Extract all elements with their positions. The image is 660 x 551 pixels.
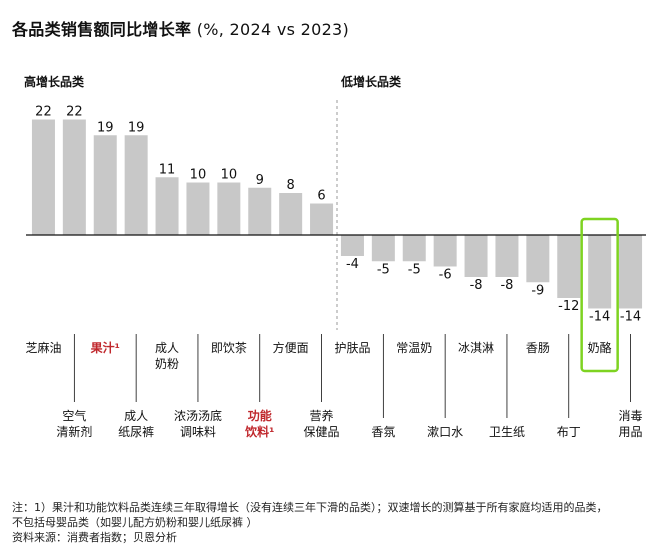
bar-chart: 高增长品类 低增长品类 22 22 19 19 11 10 10 9 8 6 -4 -5 -5 -6 -8 -8 -… (24, 74, 646, 439)
category-label: 消毒 (619, 409, 643, 423)
highlight-box (580, 217, 619, 373)
footnote: 注：1）果汁和功能饮料品类连续三年取得增长（没有连续三年下滑的品类）；双速增长的… (12, 500, 608, 545)
bar-value-label: 11 (159, 162, 176, 177)
bar (464, 235, 488, 277)
bar-value-label: 19 (128, 120, 145, 135)
bar-value-label: -14 (589, 310, 610, 325)
bar (31, 119, 55, 235)
bar (526, 235, 550, 283)
bar (279, 193, 303, 235)
category-label: 营养 (310, 408, 334, 423)
category-label: 布丁 (557, 425, 581, 439)
bar-value-label: -9 (531, 283, 544, 298)
category-label: 漱口水 (427, 425, 463, 439)
bar-value-label: -8 (470, 278, 483, 293)
bar-value-label: -14 (620, 310, 641, 325)
category-label: 清新剂 (56, 424, 92, 439)
category-label: 用品 (619, 425, 643, 439)
bar-value-label: 22 (66, 105, 83, 120)
footnote-line-3: 资料来源：消费者指数；贝恩分析 (12, 531, 177, 544)
category-label: 奶粉 (155, 357, 179, 371)
category-label: 空气 (62, 408, 86, 423)
bar (588, 235, 612, 309)
bar (402, 235, 426, 262)
bar (310, 203, 334, 235)
bar-value-label: -5 (408, 262, 421, 277)
group-label-high: 高增长品类 (24, 74, 85, 89)
category-label: 饮料¹ (244, 424, 274, 439)
bar-value-label: 10 (190, 168, 207, 183)
bar-value-label: 9 (256, 173, 264, 188)
chart-title-units: (%, 2024 vs 2023) (191, 20, 350, 39)
bar (433, 235, 457, 267)
category-label: 香肠 (526, 341, 550, 355)
bar-value-label: 22 (35, 105, 52, 120)
bar-value-label: -4 (346, 257, 359, 272)
category-label: 香氛 (371, 425, 395, 439)
category-label: 成人 (155, 341, 179, 355)
category-label: 卫生纸 (489, 425, 525, 439)
chart-title-main: 各品类销售额同比增长率 (12, 20, 192, 39)
category-label: 护肤品 (334, 340, 370, 355)
bar (557, 235, 581, 298)
bar-value-label: -8 (500, 278, 513, 293)
category-label: 调味料 (180, 425, 216, 439)
bar (62, 119, 86, 235)
category-label: 常温奶 (396, 341, 432, 355)
category-label: 功能 (248, 408, 272, 423)
bar-value-label: 10 (221, 168, 238, 183)
chart-title: 各品类销售额同比增长率 (%, 2024 vs 2023) (12, 16, 349, 40)
category-label: 浓汤汤底 (174, 408, 222, 423)
category-label: 果汁¹ (90, 340, 120, 355)
bar-value-label: -5 (377, 262, 390, 277)
group-label-low: 低增长品类 (340, 74, 402, 89)
bar (155, 177, 179, 235)
category-label: 方便面 (273, 340, 309, 355)
footnote-line-2: 不包括母婴品类（如婴儿配方奶粉和婴儿纸尿裤 ） (12, 516, 258, 529)
category-label: 即饮茶 (211, 340, 247, 355)
category-label: 保健品 (304, 425, 340, 439)
bar-value-label: 8 (287, 178, 295, 193)
category-label: 奶酪 (588, 340, 612, 355)
category-label: 纸尿裤 (118, 425, 154, 439)
bar (495, 235, 519, 277)
bar (619, 235, 643, 309)
category-label: 成人 (124, 409, 148, 423)
bar-value-label: -6 (439, 268, 452, 283)
bar (93, 135, 117, 235)
bar-value-label: -12 (558, 299, 579, 314)
category-label: 冰淇淋 (458, 341, 494, 355)
bar (217, 182, 241, 235)
bar (124, 135, 148, 235)
bar (371, 235, 395, 262)
bar-value-label: 6 (317, 189, 325, 204)
bar (248, 187, 272, 235)
bar-value-label: 19 (97, 120, 114, 135)
category-label: 芝麻油 (25, 340, 61, 355)
footnote-line-1: 注：1）果汁和功能饮料品类连续三年取得增长（没有连续三年下滑的品类）；双速增长的… (12, 501, 608, 514)
bar (340, 235, 364, 256)
bar (186, 182, 210, 235)
